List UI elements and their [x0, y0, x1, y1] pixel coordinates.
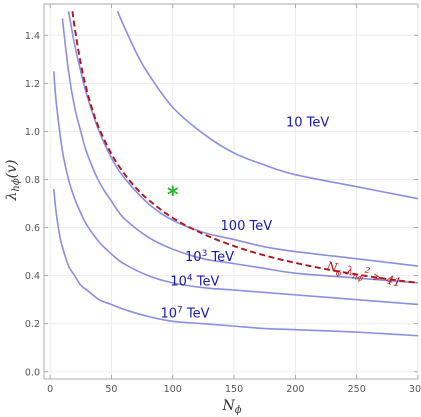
series-label-sup: 4: [187, 273, 193, 283]
bound-label-part: ϕ: [335, 268, 343, 278]
bound-label-part: 2: [363, 265, 371, 275]
series-label-sup: 7: [177, 306, 183, 316]
series-label-3: 104 TeV: [170, 273, 219, 289]
series-label-1: 100 TeV: [221, 219, 273, 234]
x-axis-title: Nϕ: [221, 398, 241, 416]
x-tick-label: 150: [225, 384, 243, 395]
y-tick-label: 0.8: [25, 175, 40, 186]
x-tick-label: 200: [286, 384, 304, 395]
series-line-3: [53, 71, 419, 306]
series-line-2: [61, 18, 419, 284]
series-label-2: 103 TeV: [185, 249, 234, 265]
y-tick-label: 1.2: [25, 79, 40, 90]
series-line-4: [53, 189, 419, 337]
y-tick-label: 0.2: [25, 319, 40, 330]
contour-series: [53, 10, 419, 337]
series-label-sup: 3: [202, 249, 208, 259]
y-tick-label: 1.4: [25, 31, 40, 42]
series-label-unit: TeV: [193, 274, 220, 289]
bound-line: [71, 11, 419, 284]
x-tick-label: 250: [348, 384, 366, 395]
bound-label: Nϕ λhϕ2 > 41: [324, 257, 403, 292]
y-tick-label: 0.4: [25, 271, 40, 282]
bound-label-part: λ: [341, 262, 355, 278]
series-label-base: 10: [160, 307, 177, 322]
series-label-unit: TeV: [207, 250, 234, 265]
bound-label-part: hϕ: [352, 272, 365, 283]
series-label-base: 100 TeV: [221, 219, 273, 234]
y-tick-label: 0.6: [25, 223, 40, 234]
star-marker: *: [167, 183, 179, 208]
y-ticks: 0.0 0.2 0.4 0.6 0.8 1.0 1.2 1.4: [25, 31, 418, 378]
bound-label-part: N: [324, 259, 339, 275]
series-label-unit: TeV: [183, 307, 210, 322]
x-tick-label: 100: [164, 384, 182, 395]
x-ticks: 0 50 100 150 200 250 300: [47, 4, 421, 395]
series-label-base: 10: [185, 250, 202, 265]
plot-frame: [43, 3, 419, 380]
grid-lines: [44, 4, 419, 379]
x-tick-label: 50: [105, 384, 117, 395]
series-label-0: 10 TeV: [286, 116, 329, 131]
series-line-1: [67, 11, 419, 267]
series-line-0: [116, 10, 419, 200]
series-label-base: 10 TeV: [286, 116, 329, 131]
series-label-4: 107 TeV: [160, 306, 209, 322]
y-tick-label: 1.0: [25, 127, 40, 138]
x-tick-label: 300: [409, 384, 421, 395]
y-tick-label: 0.0: [25, 367, 40, 378]
y-axis-title: λhϕ(v): [4, 160, 22, 202]
series-label-base: 10: [170, 274, 187, 289]
bound-series: [71, 11, 419, 284]
x-tick-label: 0: [47, 384, 53, 395]
benchmark-marker: *: [167, 183, 179, 208]
